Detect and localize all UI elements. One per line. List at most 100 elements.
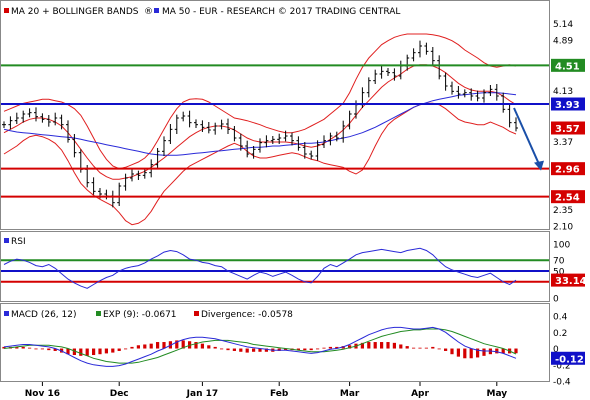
price-panel-frame <box>0 0 550 230</box>
divergence-bar <box>296 348 300 351</box>
rsi-line <box>3 247 517 289</box>
divergence-bar <box>239 348 243 352</box>
level-2.96-tag-text: 2.96 <box>555 165 580 176</box>
divergence-bar <box>111 348 115 353</box>
divergence-bar <box>28 347 32 349</box>
macd-tick-label: 0 <box>553 345 559 355</box>
legend-swatch-rsi <box>4 238 9 243</box>
divergence-bar <box>143 344 147 349</box>
divergence-bar <box>469 348 473 359</box>
divergence-bar <box>194 342 198 349</box>
divergence-bar <box>437 348 441 350</box>
divergence-bar <box>207 345 211 349</box>
price-legend: MA 20 + BOLLINGER BANDS ® MA 50 - EUR - … <box>4 7 400 17</box>
divergence-bar <box>316 348 320 350</box>
divergence-bar <box>85 348 89 356</box>
level-2.54-tag <box>551 190 585 204</box>
divergence-bar <box>117 348 121 351</box>
legend-divergence-label: Divergence: -0.0578 <box>201 310 293 320</box>
divergence-bar <box>136 345 140 349</box>
divergence-bar <box>444 348 448 351</box>
divergence-bar <box>450 348 454 355</box>
legend-ma50-label: MA 50 <box>162 7 191 17</box>
x-tick-label: Jan 17 <box>186 389 219 399</box>
rsi-tick-label: 50 <box>553 268 565 278</box>
price-tick-label: 4.89 <box>553 37 573 47</box>
divergence-bar <box>392 342 396 349</box>
divergence-bar <box>53 348 57 351</box>
divergence-bar <box>418 347 422 349</box>
divergence-bar <box>226 348 230 351</box>
divergence-bar <box>156 342 160 349</box>
divergence-bar <box>98 348 102 355</box>
divergence-bar <box>79 348 83 356</box>
x-axis: Nov 16 Dec Jan 17 Feb Mar Apr May <box>25 382 507 399</box>
divergence-bar <box>367 342 371 349</box>
divergence-bar <box>213 346 217 349</box>
x-tick-label: Dec <box>110 389 129 399</box>
divergence-bar <box>309 348 313 351</box>
divergence-bar <box>431 346 435 349</box>
divergence-bar <box>386 342 390 349</box>
rsi-legend: RSI <box>4 237 26 247</box>
divergence-bar <box>220 348 224 350</box>
legend-swatch-ma20 <box>4 8 9 13</box>
divergence-bar <box>463 348 467 359</box>
divergence-bar <box>495 348 499 354</box>
divergence-bar <box>40 348 44 350</box>
divergence-bar <box>482 348 486 356</box>
divergence-bar <box>162 342 166 349</box>
price-tick-label: 3.37 <box>553 138 573 148</box>
macd-panel-frame <box>0 303 550 382</box>
x-tick-label: Apr <box>411 389 429 399</box>
divergence-bar <box>92 348 96 356</box>
bollinger-upper-line <box>3 33 517 170</box>
divergence-bar <box>284 348 288 351</box>
macd-tick-label: 0.2 <box>553 329 567 339</box>
divergence-bar <box>514 348 518 354</box>
divergence-bar <box>34 348 38 350</box>
divergence-bar <box>149 343 153 349</box>
rsi-current-tag <box>551 273 585 287</box>
divergence-bar <box>2 346 6 349</box>
exp-line <box>3 328 517 364</box>
legend-source-text: - EUR - RESEARCH © 2017 TRADING CENTRAL <box>193 7 400 17</box>
divergence-bar <box>232 348 236 351</box>
divergence-bar <box>405 346 409 349</box>
macd-legend: MACD (26, 12) EXP (9): -0.0671 Divergenc… <box>4 310 293 320</box>
divergence-bar <box>373 342 377 349</box>
legend-swatch-divergence <box>194 311 199 316</box>
macd-line <box>3 326 517 367</box>
divergence-bar <box>104 348 108 354</box>
divergence-bar <box>501 348 505 354</box>
rsi-tick-label: 100 <box>553 241 570 251</box>
divergence-bar <box>399 344 403 349</box>
projection-arrow-line <box>513 107 542 170</box>
x-tick-label: May <box>486 389 507 399</box>
divergence-bar <box>348 345 352 349</box>
divergence-bar <box>412 347 416 349</box>
divergence-bar <box>424 347 428 349</box>
legend-ma20-symbol: ® <box>144 7 153 17</box>
rsi-panel: 100705030033.14 <box>1 241 587 305</box>
level-3.93-tag <box>551 97 585 111</box>
divergence-bar <box>335 346 339 349</box>
divergence-bar <box>252 348 256 352</box>
price-panel: 5.14 4.89 4.51 4.13 3.93 3.57 3.37 2.96 2.54 2.35… <box>1 20 585 233</box>
divergence-bar <box>476 348 480 358</box>
legend-swatch-exp <box>96 311 101 316</box>
divergence-bar <box>380 342 384 349</box>
level-2.96-tag <box>551 162 585 176</box>
price-tick-label: 2.10 <box>553 223 573 233</box>
rsi-panel-frame <box>0 231 550 302</box>
legend-swatch-macd <box>4 311 9 316</box>
macd-current-tag <box>551 351 585 365</box>
price-tick-label: 2.35 <box>553 206 573 216</box>
macd-panel: 0.4 0.2 0 -0.2 -0.4 -0.12 <box>2 313 585 388</box>
price-tick-label: 5.14 <box>553 20 573 30</box>
divergence-bar <box>175 340 179 349</box>
legend-exp-label: EXP (9): -0.0671 <box>103 310 177 320</box>
level-4.51-tag-text: 4.51 <box>555 61 580 72</box>
divergence-bar <box>200 343 204 349</box>
